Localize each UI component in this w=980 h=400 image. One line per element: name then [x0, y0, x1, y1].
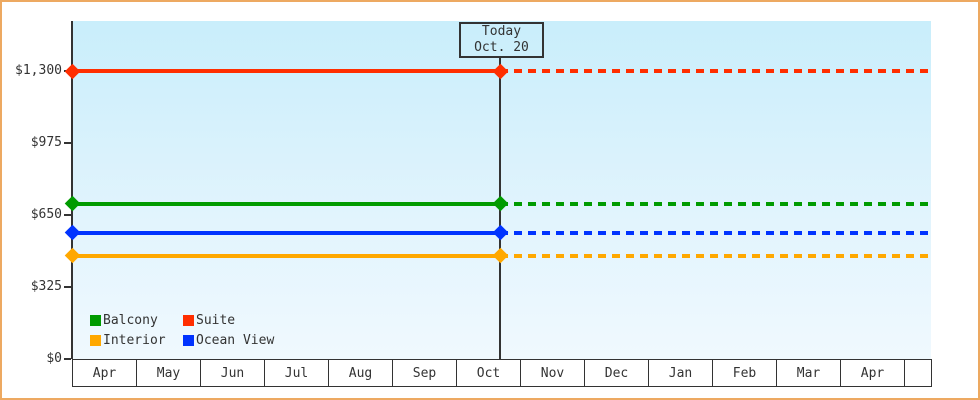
today-annotation-box: Today Oct. 20 — [459, 22, 544, 58]
month-cell-filler — [905, 360, 931, 386]
y-tick — [64, 286, 71, 288]
series-ocean-view-projection-line — [500, 230, 931, 235]
y-tick — [64, 358, 71, 360]
month-cell-feb: Feb — [713, 360, 777, 386]
legend-label: Balcony — [103, 312, 158, 328]
legend-swatch-ocean-view — [183, 334, 194, 346]
series-interior-solid-line — [73, 253, 500, 258]
month-cell-jun: Jun — [201, 360, 265, 386]
y-axis-line — [71, 21, 73, 359]
month-cell-apr: Apr — [73, 360, 137, 386]
month-cell-mar: Mar — [777, 360, 841, 386]
legend-label: Ocean View — [196, 332, 275, 348]
series-ocean-view-solid-line — [73, 230, 500, 235]
month-cell-oct: Oct — [457, 360, 521, 386]
y-tick-label: $325 — [30, 279, 62, 294]
legend-label: Interior — [103, 332, 166, 348]
legend-item-balcony: Balcony — [90, 310, 183, 330]
month-cell-dec: Dec — [585, 360, 649, 386]
legend-swatch-interior — [90, 334, 101, 346]
y-tick — [64, 214, 71, 216]
month-cell-jan: Jan — [649, 360, 713, 386]
series-suite-projection-line — [500, 69, 931, 73]
legend-swatch-suite — [183, 314, 194, 326]
month-cell-aug: Aug — [329, 360, 393, 386]
x-axis-month-row: Apr May Jun Jul Aug Sep Oct Nov Dec Jan Feb Mar Apr — [72, 359, 932, 387]
legend-item-suite: Suite — [183, 310, 274, 330]
y-tick-label: $1,300 — [15, 63, 62, 78]
y-tick — [64, 142, 71, 144]
series-balcony-solid-line — [73, 201, 500, 206]
month-cell-apr: Apr — [841, 360, 905, 386]
today-date: Oct. 20 — [474, 40, 529, 55]
y-tick-label: $650 — [30, 207, 62, 222]
series-interior-projection-line — [500, 253, 931, 258]
y-tick-label: $0 — [46, 351, 62, 366]
legend: Balcony Suite Interior Ocean View — [90, 310, 274, 350]
month-cell-may: May — [137, 360, 201, 386]
month-cell-jul: Jul — [265, 360, 329, 386]
legend-label: Suite — [196, 312, 236, 328]
month-cell-sep: Sep — [393, 360, 457, 386]
month-cell-nov: Nov — [521, 360, 585, 386]
y-tick-label: $975 — [30, 135, 62, 150]
series-suite-solid-line — [73, 69, 500, 73]
legend-swatch-balcony — [90, 314, 101, 326]
legend-item-interior: Interior — [90, 330, 183, 350]
series-balcony-projection-line — [500, 201, 931, 206]
legend-item-ocean-view: Ocean View — [183, 330, 274, 350]
today-label: Today — [481, 24, 522, 39]
